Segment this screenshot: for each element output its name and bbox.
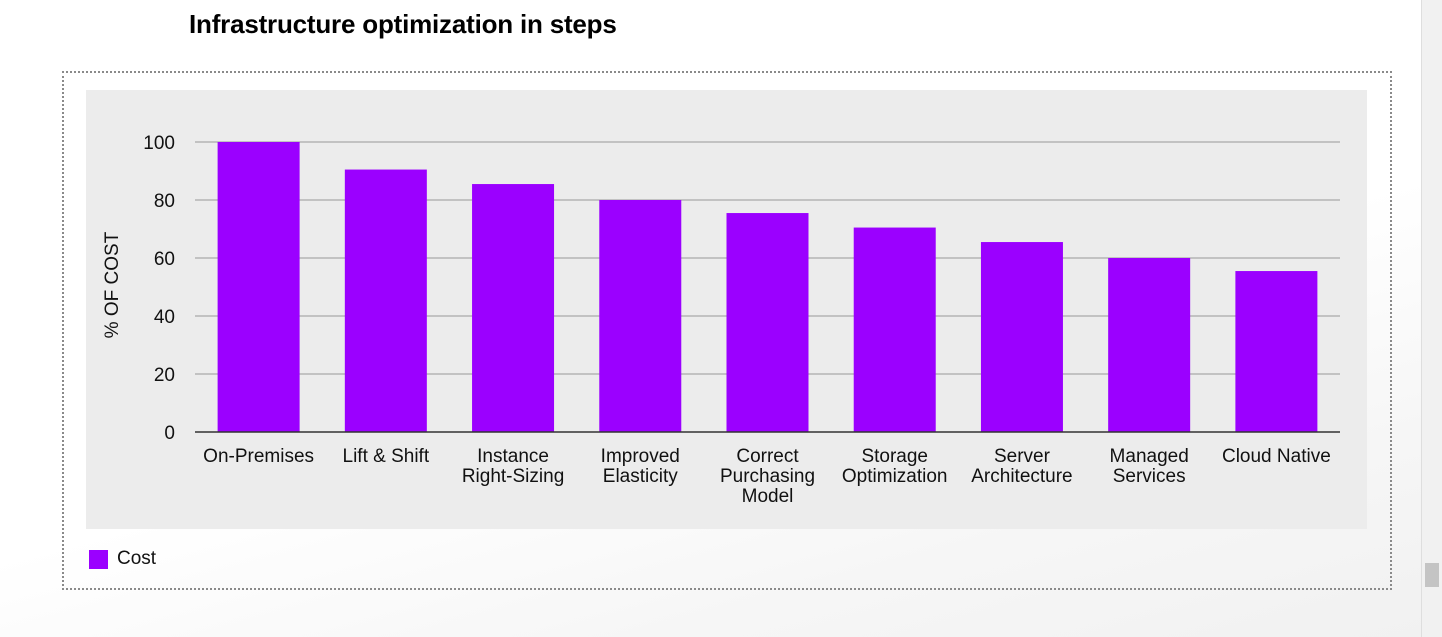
y-tick-label: 20: [154, 365, 175, 386]
legend-swatch-cost: [89, 549, 108, 569]
bar: [344, 169, 427, 433]
bar: [1108, 258, 1191, 432]
scrollbar-thumb[interactable]: [1425, 563, 1439, 587]
x-tick-label-line: Optimization: [842, 466, 948, 487]
x-tick-label-line: Improved: [601, 446, 680, 467]
bar: [1235, 271, 1318, 432]
x-tick-label-line: Services: [1113, 466, 1186, 487]
x-tick-label-line: Correct: [736, 446, 799, 467]
x-tick-label: Server Architecture: [971, 446, 1072, 487]
x-tick-label: On-Premises: [203, 446, 314, 467]
chart-frame: [62, 71, 1392, 590]
x-tick-labels: On-Premises Lift & Shift Instance Right-Siz…: [203, 446, 1331, 507]
y-axis-label: % OF COST: [102, 231, 123, 338]
x-tick-label-line: Model: [742, 486, 794, 507]
y-tick-label: 0: [164, 423, 175, 444]
y-tick-label: 100: [143, 133, 175, 154]
x-tick-label-line: Cloud Native: [1222, 446, 1331, 467]
x-tick-label: Lift & Shift: [343, 446, 430, 467]
bar: [472, 184, 555, 432]
x-tick-label-line: On-Premises: [203, 446, 314, 467]
y-tick-label: 80: [154, 191, 175, 212]
x-tick-label-line: Elasticity: [603, 466, 678, 487]
x-tick-label-line: Architecture: [971, 466, 1072, 487]
x-tick-label: Cloud Native: [1222, 446, 1331, 467]
legend: Cost: [89, 548, 156, 570]
bar: [980, 242, 1063, 432]
x-tick-label-line: Instance: [477, 446, 549, 467]
y-tick-label: 60: [154, 249, 175, 270]
x-tick-label: Instance Right-Sizing: [462, 446, 564, 487]
x-tick-label-line: Lift & Shift: [343, 446, 430, 467]
bar: [217, 142, 300, 432]
x-tick-label-line: Right-Sizing: [462, 466, 564, 487]
x-tick-label-line: Server: [994, 446, 1051, 467]
legend-label-cost: Cost: [117, 548, 157, 569]
bar: [599, 200, 682, 432]
page-title: Infrastructure optimization in steps: [189, 9, 617, 39]
x-tick-label-line: Storage: [861, 446, 928, 467]
x-tick-label: Managed Services: [1110, 446, 1189, 487]
y-tick-labels: 0 20 40 60 80 100: [143, 133, 175, 444]
x-tick-label: Correct Purchasing Model: [720, 446, 815, 507]
x-tick-label: Storage Optimization: [842, 446, 948, 487]
bar: [853, 227, 936, 432]
vertical-scrollbar[interactable]: [1421, 0, 1442, 637]
x-tick-label: Improved Elasticity: [601, 446, 680, 487]
y-tick-label: 40: [154, 307, 175, 328]
x-tick-label-line: Managed: [1110, 446, 1189, 467]
bars: [217, 142, 1318, 433]
bar: [726, 213, 809, 432]
x-tick-label-line: Purchasing: [720, 466, 815, 487]
